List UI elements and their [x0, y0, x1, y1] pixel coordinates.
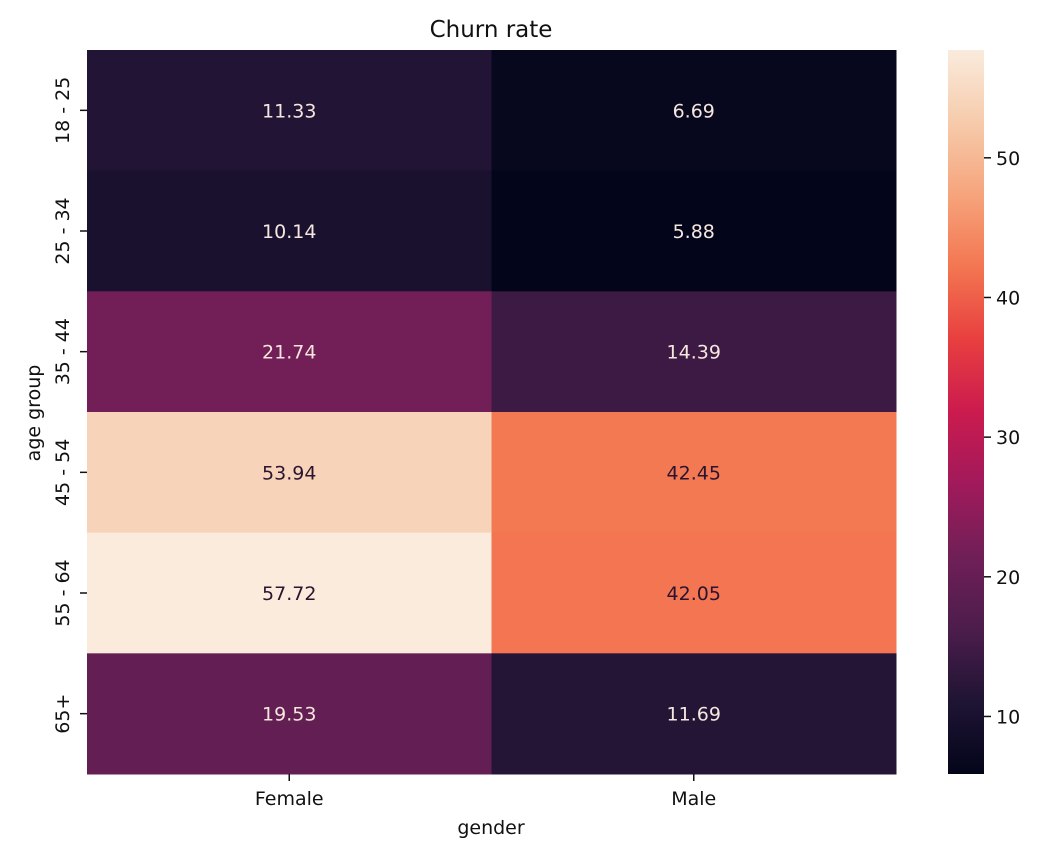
colorbar [948, 50, 984, 774]
heatmap-cell-value-label: 11.69 [667, 704, 721, 726]
colorbar-tick-label: 50 [996, 148, 1020, 170]
heatmap-cell-labels: 11.33 6.69 10.14 5.88 21.74 14.39 53.94 42.45 57… [262, 100, 721, 725]
heatmap-cell [87, 50, 492, 172]
chart-title: Churn rate [430, 17, 553, 43]
heatmap-cell [87, 170, 492, 292]
heatmap-cell [87, 653, 492, 775]
heatmap-cell-value-label: 42.05 [667, 583, 721, 605]
y-axis-ticks: 18 - 25 25 - 34 35 - 44 45 - 54 55 - 64 65+ [52, 77, 87, 734]
heatmap-cell-value-label: 42.45 [667, 462, 721, 484]
heatmap-cell [491, 412, 897, 534]
heatmap-cell-value-label: 53.94 [262, 462, 316, 484]
colorbar-tick-label: 20 [996, 567, 1020, 589]
y-tick-label: 55 - 64 [52, 559, 74, 626]
heatmap-cell [87, 291, 492, 413]
heatmap-cell [491, 291, 897, 413]
y-tick-label: 65+ [52, 694, 74, 734]
x-axis-label: gender [457, 817, 525, 839]
y-tick-label: 25 - 34 [52, 197, 74, 264]
heatmap-cell [491, 170, 897, 292]
y-tick-label: 18 - 25 [52, 77, 74, 144]
x-tick-label: Female [255, 788, 324, 810]
heatmap-cell [491, 50, 897, 172]
heatmap-cell-value-label: 6.69 [673, 100, 715, 122]
heatmap-cell-value-label: 57.72 [262, 583, 316, 605]
y-tick-label: 45 - 54 [52, 439, 74, 506]
y-tick-label: 35 - 44 [52, 318, 74, 385]
heatmap-cell-value-label: 11.33 [262, 100, 316, 122]
heatmap-cell-value-label: 19.53 [262, 704, 316, 726]
x-axis-ticks: Female Male [255, 774, 716, 810]
heatmap-cell [491, 532, 897, 654]
x-tick-label: Male [671, 788, 716, 810]
y-axis-label: age group [23, 365, 45, 462]
heatmap-cell-value-label: 14.39 [667, 342, 721, 364]
colorbar-tick-label: 40 [996, 287, 1020, 309]
heatmap-cell-value-label: 21.74 [262, 342, 316, 364]
heatmap-cell-value-label: 10.14 [262, 221, 316, 243]
colorbar-tick-label: 30 [996, 427, 1020, 449]
heatmap-cell [87, 532, 492, 654]
colorbar-tick-label: 10 [996, 706, 1020, 728]
colorbar-ticks: 10 20 30 40 50 [984, 148, 1020, 728]
heatmap-cell [87, 412, 492, 534]
heatmap-cell [491, 653, 897, 775]
heatmap-cell-value-label: 5.88 [673, 221, 715, 243]
heatmap-cells [87, 50, 897, 775]
